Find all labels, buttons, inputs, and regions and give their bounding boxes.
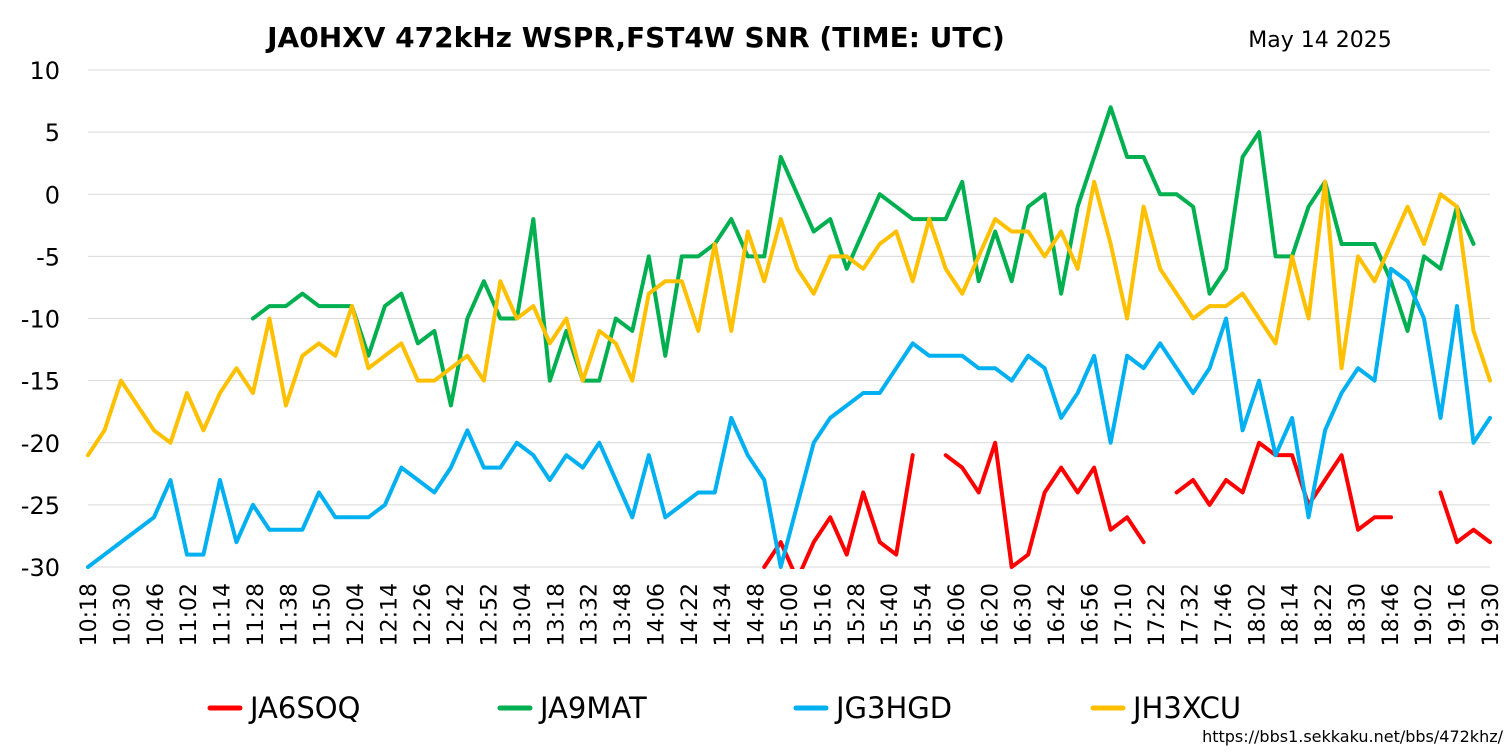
series-layer xyxy=(86,105,1492,569)
x-tick-label: 15:28 xyxy=(845,583,870,646)
y-tick-label: -15 xyxy=(21,368,60,396)
x-tick-label: 15:40 xyxy=(878,583,903,646)
y-tick-label: 5 xyxy=(45,119,60,147)
x-tick-label: 10:30 xyxy=(110,583,135,646)
legend-label: JA9MAT xyxy=(538,691,647,725)
y-tick-label: -25 xyxy=(21,492,60,520)
legend: JA6SOQ JA9MAT JG3HGD JH3XCU xyxy=(207,691,1241,725)
x-tick-label: 18:22 xyxy=(1312,583,1337,646)
x-tick-label: 16:42 xyxy=(1045,583,1070,646)
x-tick-label: 12:42 xyxy=(444,583,469,646)
legend-label: JA6SOQ xyxy=(248,691,360,725)
x-tick-label: 10:18 xyxy=(77,583,102,646)
x-tick-label: 17:46 xyxy=(1212,583,1237,646)
x-tick-label: 13:32 xyxy=(578,583,603,646)
x-tick-label: 18:46 xyxy=(1379,583,1404,646)
x-tick-label: 17:32 xyxy=(1179,583,1204,646)
legend-item-ja6soq: JA6SOQ xyxy=(207,691,360,725)
x-tick-label: 19:02 xyxy=(1412,583,1437,646)
legend-label: JG3HGD xyxy=(834,691,952,725)
x-tick-label: 11:38 xyxy=(277,583,302,646)
series-ja6soq xyxy=(762,440,1492,569)
x-tick-label: 19:30 xyxy=(1479,583,1504,646)
x-tick-label: 17:22 xyxy=(1145,583,1170,646)
chart-date-label: May 14 2025 xyxy=(1248,28,1391,53)
x-tick-label: 15:00 xyxy=(778,583,803,646)
x-tick-label: 16:20 xyxy=(978,583,1003,646)
y-tick-label: 10 xyxy=(29,57,60,85)
x-tick-label: 11:50 xyxy=(311,583,336,646)
legend-item-jg3hgd: JG3HGD xyxy=(793,691,952,725)
x-tick-label: 18:30 xyxy=(1345,583,1370,646)
x-tick-label: 17:10 xyxy=(1112,583,1137,646)
grid-layer xyxy=(88,69,1490,568)
series-line-jh3xcu xyxy=(86,179,1492,458)
legend-item-jh3xcu: JH3XCU xyxy=(1090,691,1241,725)
x-tick-label: 14:22 xyxy=(678,583,703,646)
x-tick-label: 15:54 xyxy=(912,583,937,646)
x-tick-label: 18:02 xyxy=(1245,583,1270,646)
series-line-ja9mat xyxy=(250,105,1476,408)
y-tick-label: -30 xyxy=(21,554,60,582)
x-tick-label: 11:02 xyxy=(177,583,202,646)
x-tick-label: 13:48 xyxy=(611,583,636,646)
y-tick-label: -5 xyxy=(36,243,60,271)
x-tick-label: 13:04 xyxy=(511,583,536,646)
x-tick-label: 14:06 xyxy=(644,583,669,646)
x-tick-label: 12:52 xyxy=(478,583,503,646)
x-tick-label: 14:48 xyxy=(745,583,770,646)
series-jh3xcu xyxy=(86,179,1492,458)
series-line-jg3hgd xyxy=(86,266,1492,569)
x-tick-label: 14:34 xyxy=(711,583,736,646)
series-jg3hgd xyxy=(86,266,1492,569)
x-tick-label: 10:46 xyxy=(144,583,169,646)
x-tick-label: 15:16 xyxy=(811,583,836,646)
x-tick-label: 13:18 xyxy=(544,583,569,646)
chart-title: JA0HXV 472kHz WSPR,FST4W SNR (TIME: UTC) xyxy=(265,21,1005,54)
y-axis-ticks: 10 5 0 -5 -10 -15 -20 -25 -30 xyxy=(21,57,60,582)
y-tick-label: -10 xyxy=(21,306,60,334)
x-tick-label: 16:06 xyxy=(945,583,970,646)
series-line-ja6soq xyxy=(762,440,1492,569)
x-tick-label: 12:26 xyxy=(411,583,436,646)
x-tick-label: 12:14 xyxy=(377,583,402,646)
y-tick-label: 0 xyxy=(45,181,60,209)
x-tick-label: 18:14 xyxy=(1279,583,1304,646)
legend-label: JH3XCU xyxy=(1131,691,1241,725)
legend-item-ja9mat: JA9MAT xyxy=(497,691,647,725)
x-tick-label: 11:14 xyxy=(211,583,236,646)
x-tick-label: 16:56 xyxy=(1078,583,1103,646)
x-tick-label: 12:04 xyxy=(344,583,369,646)
y-tick-label: -20 xyxy=(21,430,60,458)
x-tick-label: 11:28 xyxy=(244,583,269,646)
x-axis-ticks: 10:18 10:30 10:46 11:02 11:14 11:28 11:38 11:50… xyxy=(77,583,1504,646)
x-tick-label: 19:16 xyxy=(1446,583,1471,646)
series-ja9mat xyxy=(250,105,1476,408)
source-url: https://bbs1.sekkaku.net/bbs/472khz/ xyxy=(1202,727,1504,746)
x-tick-label: 16:30 xyxy=(1012,583,1037,646)
